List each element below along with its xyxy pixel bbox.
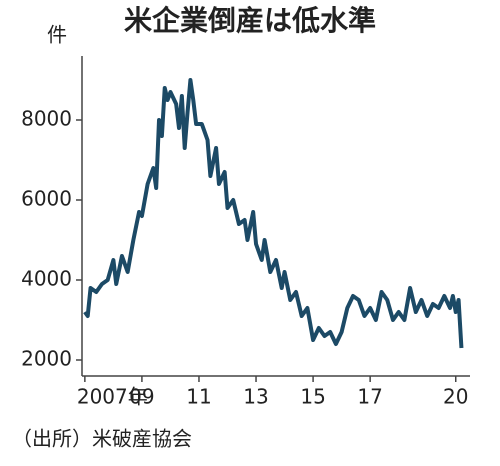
x-tick-label: 13 (243, 385, 268, 409)
x-tick-label: 09 (129, 385, 154, 409)
y-tick-label: 4000 (21, 267, 72, 291)
y-tick-label: 8000 (21, 107, 72, 131)
source: （出所）米破産協会 (12, 427, 192, 451)
chart-title: 米企業倒産は低水準 (124, 4, 376, 37)
x-tick-label: 11 (186, 385, 211, 409)
y-axis-label: 件 (47, 23, 67, 47)
x-tick-label: 15 (300, 385, 325, 409)
y-tick-label: 2000 (21, 347, 72, 371)
x-tick-label: 20 (443, 385, 468, 409)
x-tick-label: 2007年 (77, 385, 148, 409)
x-tick-label: 17 (357, 385, 382, 409)
y-tick-label: 6000 (21, 187, 72, 211)
line (83, 78, 464, 349)
